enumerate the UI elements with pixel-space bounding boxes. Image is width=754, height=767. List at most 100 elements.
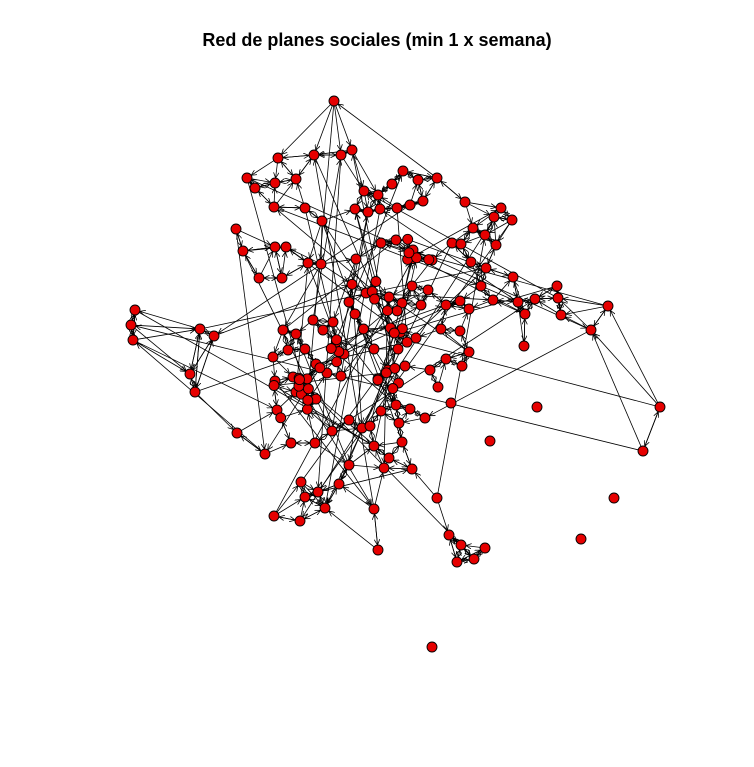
edge-arrow [489,222,508,232]
graph-node [512,296,524,308]
edge-arrow [313,160,340,316]
graph-node [487,294,499,306]
edge-arrow [260,251,272,274]
graph-node [454,295,466,307]
edge-arrow [386,244,604,306]
edge-arrow [276,162,278,178]
edge-arrow [205,331,210,334]
graph-node [231,427,243,439]
edge-arrow [371,431,373,442]
edge-arrow [353,263,356,279]
graph-node [368,503,380,515]
edge-arrow [594,334,657,404]
graph-node [375,405,387,417]
graph-node [391,305,403,317]
edge-arrow [334,105,341,150]
graph-node [129,304,141,316]
edge-arrow [407,174,414,178]
edge-arrow [304,509,321,518]
graph-node [290,328,302,340]
graph-node [189,386,201,398]
edge-arrow [329,511,375,548]
edge-arrow [441,181,462,200]
isolated-node [531,401,543,413]
edge-arrow [419,185,422,197]
edge-arrow [191,379,193,388]
edge-arrow [286,266,303,276]
edge-arrow [241,413,272,431]
graph-node [343,414,355,426]
edge-arrow [360,210,363,211]
edge-arrow [540,298,554,299]
edge-arrow [335,302,531,429]
edge-arrow [408,172,433,178]
edge-arrow [399,287,553,331]
graph-node [551,280,563,292]
edge-arrow [196,341,213,388]
graph-node [268,201,280,213]
edge-arrow [528,303,532,311]
graph-node [312,486,324,498]
graph-node [277,324,289,336]
edge-arrow [340,469,346,480]
graph-node [440,353,452,365]
edge-arrow [469,202,496,207]
edge-arrow [259,192,271,204]
graph-node [294,374,305,386]
edge-arrow [487,222,492,231]
edge-arrow [335,105,351,146]
edge-arrow [286,268,319,325]
edge-arrow [140,311,196,328]
edge-arrow [415,473,435,495]
graph-node [406,463,418,475]
graph-node [249,182,261,194]
edge-arrow [381,187,388,192]
graph-node [346,144,358,156]
edge-arrow [285,411,303,417]
edge-arrow [394,460,408,468]
edge-arrow [365,195,367,207]
edge-arrow [478,552,482,556]
edge-arrow [404,419,421,422]
edge-arrow [132,315,133,320]
edge-arrow [474,301,489,307]
graph-node [302,383,314,395]
graph-node [451,556,463,568]
edge-arrow [456,247,468,259]
graph-node [459,196,471,208]
edge-arrow [218,286,348,335]
edge-arrow [432,293,443,303]
edge-arrow [491,270,509,276]
edge-arrow [282,104,331,155]
graph-node [431,492,443,504]
graph-node [237,245,249,257]
graph-node [335,370,347,382]
graph-node [392,343,404,355]
graph-node [381,305,393,317]
edge-arrow [310,377,324,397]
edge-arrow [539,302,557,313]
graph-node [440,299,452,311]
edge-arrow [301,502,304,517]
graph-node [386,178,398,190]
edge-arrow [563,299,604,306]
graph-node [230,223,242,235]
graph-node [343,296,355,308]
graph-node [397,165,409,177]
edge-arrow [251,160,275,176]
edge-arrow [288,332,291,333]
graph-node [374,203,386,215]
edge-arrow [451,353,465,358]
edge-arrow [420,259,521,312]
edge-arrow [276,183,293,204]
edge-arrow [320,497,323,504]
edge-arrow [324,364,332,367]
edge-arrow [319,433,329,440]
edge-arrow [198,395,234,430]
edge-arrow [276,486,298,513]
graph-node [455,238,467,250]
edge-arrow [489,238,493,241]
edge-arrow [562,302,588,327]
edge-arrow [199,307,442,391]
